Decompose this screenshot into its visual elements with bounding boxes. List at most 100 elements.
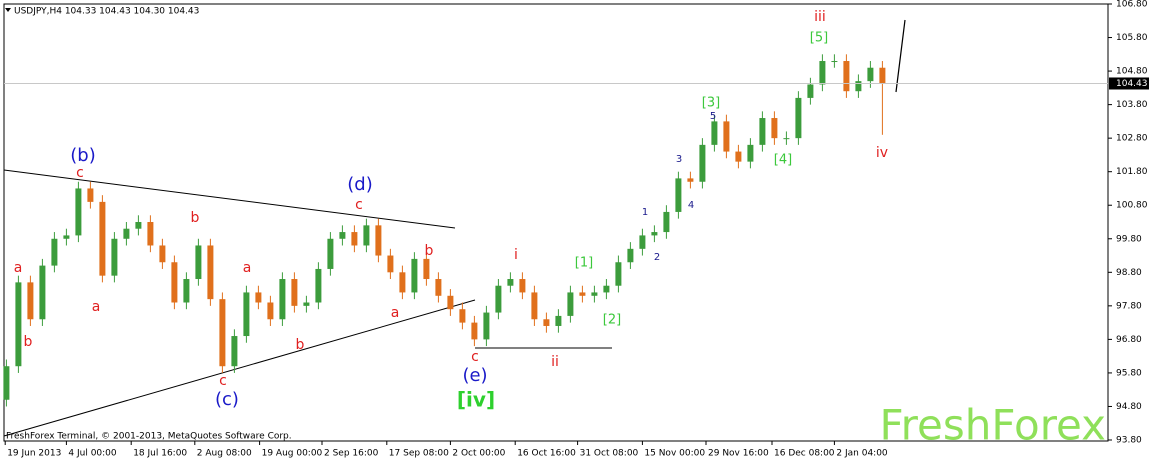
footer: FreshForex Terminal, © 2001-2013, MetaQu… <box>6 432 292 442</box>
candle-body <box>303 302 310 306</box>
candle-body <box>351 232 358 246</box>
triangle-lower <box>3 299 476 437</box>
wave-label: 4 <box>688 200 694 211</box>
x-tick-label: 19 Aug 00:00 <box>262 449 323 459</box>
candle-body <box>483 312 490 340</box>
wave-label: a <box>14 260 23 276</box>
candle-body <box>255 292 262 303</box>
x-tick-label: 4 Jul 00:00 <box>68 449 117 459</box>
x-tick-label: 2 Sep 16:00 <box>324 449 379 459</box>
wave-label: (e) <box>462 365 487 386</box>
candle-body <box>291 279 298 306</box>
candle-body <box>819 61 826 85</box>
candle-body <box>687 178 694 182</box>
plot-frame <box>3 3 1109 442</box>
candle-body <box>807 84 814 98</box>
y-tick-label: 95.80 <box>1116 368 1142 378</box>
candle-body <box>399 272 406 293</box>
x-tick-label: 2 Jan 04:00 <box>836 449 888 459</box>
wave-label: b <box>296 337 305 353</box>
wave-label: [2] <box>603 313 621 328</box>
candle-body <box>123 228 130 239</box>
candle-body <box>879 67 886 84</box>
candle-body <box>435 279 442 296</box>
candle-body <box>507 279 514 286</box>
y-tick-label: 101.80 <box>1116 167 1148 177</box>
candle-body <box>99 201 106 276</box>
candle-body <box>111 238 118 276</box>
candle-body <box>735 151 742 162</box>
last-price-label: 104.43 <box>1116 79 1148 89</box>
candle-body <box>195 245 202 280</box>
candle-body <box>267 302 274 320</box>
x-tick-label: 18 Jul 16:00 <box>133 449 187 459</box>
y-tick-label: 104.80 <box>1116 67 1148 77</box>
wave-label: [1] <box>575 256 593 271</box>
candle-body <box>159 245 166 263</box>
candle-body <box>651 232 658 236</box>
candle-body <box>183 279 190 303</box>
wave-label: 1 <box>642 207 648 218</box>
candle-body <box>15 282 22 367</box>
wave-label: iii <box>814 9 826 25</box>
candle-body <box>375 225 382 256</box>
candle-body <box>411 258 418 293</box>
x-tick-label: 29 Nov 16:00 <box>708 449 769 459</box>
candle-body <box>459 309 466 323</box>
candle-body <box>423 258 430 280</box>
y-tick-label: 105.80 <box>1116 33 1148 43</box>
candle-body <box>579 292 586 296</box>
x-tick-label: 15 Nov 00:00 <box>644 449 705 459</box>
candle-body <box>699 144 706 182</box>
candle-body <box>543 319 550 326</box>
candle-body <box>627 248 634 263</box>
wave-label: c <box>471 349 479 365</box>
y-tick-label: 93.80 <box>1116 436 1142 446</box>
wave-label: c <box>76 165 84 181</box>
y-tick-label: 99.80 <box>1116 234 1142 244</box>
candle-body <box>3 366 10 400</box>
wave-label: b <box>425 243 434 259</box>
candle-body <box>591 292 598 296</box>
wave-label: [iv] <box>457 388 495 412</box>
candle-body <box>783 138 790 140</box>
header: USDJPY,H4 104.33 104.43 104.30 104.43 <box>14 7 199 17</box>
candle-body <box>75 188 82 236</box>
candle-body <box>231 336 238 367</box>
candle-body <box>831 61 838 63</box>
x-tick-label: 19 Jun 2013 <box>7 449 61 459</box>
candle-body <box>327 238 334 269</box>
brand-watermark: FreshForex <box>880 401 1106 450</box>
wave-label: (b) <box>70 145 95 166</box>
candle-body <box>207 245 214 300</box>
y-tick-label: 97.80 <box>1116 301 1142 311</box>
wave-label: 3 <box>676 154 682 165</box>
candle-body <box>387 255 394 273</box>
header-arrow <box>5 8 11 12</box>
candle-body <box>795 97 802 139</box>
candle-body <box>747 144 754 162</box>
y-tick-label: 102.80 <box>1116 134 1148 144</box>
wave-label: [5] <box>810 31 828 46</box>
wave-label: a <box>243 260 252 276</box>
candle-body <box>711 121 718 145</box>
candle-body <box>171 262 178 303</box>
wave-label: c <box>355 197 363 213</box>
wave-label: a <box>92 299 101 315</box>
candle-body <box>339 232 346 239</box>
candle-body <box>363 225 370 246</box>
candle-body <box>243 292 250 337</box>
projection-line <box>895 19 906 93</box>
x-tick-label: 2 Oct 00:00 <box>452 449 505 459</box>
wave-label: 2 <box>654 252 660 263</box>
candle-body <box>471 322 478 340</box>
candle-body <box>603 285 610 293</box>
x-tick-label: 17 Sep 08:00 <box>389 449 449 459</box>
y-tick-label: 106.80 <box>1116 0 1148 10</box>
x-tick-label: 31 Oct 08:00 <box>580 449 639 459</box>
candle-body <box>567 292 574 316</box>
candle-body <box>135 222 142 229</box>
candle-body <box>615 262 622 286</box>
candle-body <box>495 285 502 313</box>
